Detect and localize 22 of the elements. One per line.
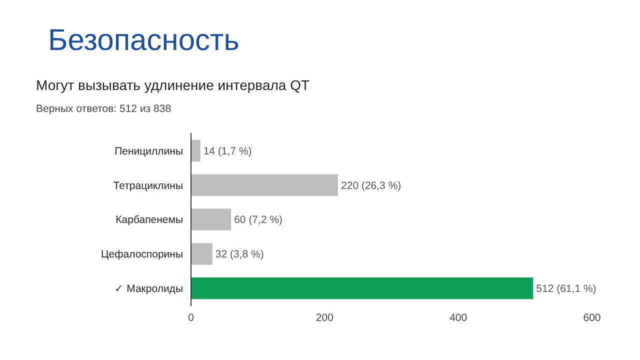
data-label: 14 (1,7 %) (203, 145, 252, 158)
y-tick-label: ✓ Макролиды (114, 282, 183, 295)
x-tick-label: 0 (188, 312, 194, 324)
y-tick-label: Тетрациклины (113, 180, 183, 192)
bar (191, 140, 200, 162)
x-tick-label: 600 (583, 312, 601, 324)
y-tick-label: Цефалоспорины (101, 248, 183, 261)
x-tick-label: 200 (316, 312, 334, 324)
bar (191, 174, 338, 196)
data-label: 220 (26,3 %) (341, 180, 402, 192)
bar (191, 208, 232, 230)
bar (191, 277, 534, 300)
y-tick-label: Пенициллины (114, 145, 183, 158)
text: Верных ответов: 512 из 838 (36, 103, 172, 115)
chart-subtitle: Могут вызывать удлинение интервала QT (36, 77, 310, 93)
y-tick-label: Карбапенемы (116, 214, 183, 226)
data-label: 512 (61,1 %) (536, 282, 596, 295)
chart-title: Безопасность (48, 24, 240, 57)
data-label: 60 (7,2 %) (234, 214, 283, 226)
x-tick-label: 400 (450, 312, 468, 324)
data-label: 32 (3,8 %) (215, 248, 264, 261)
bar (191, 243, 212, 265)
